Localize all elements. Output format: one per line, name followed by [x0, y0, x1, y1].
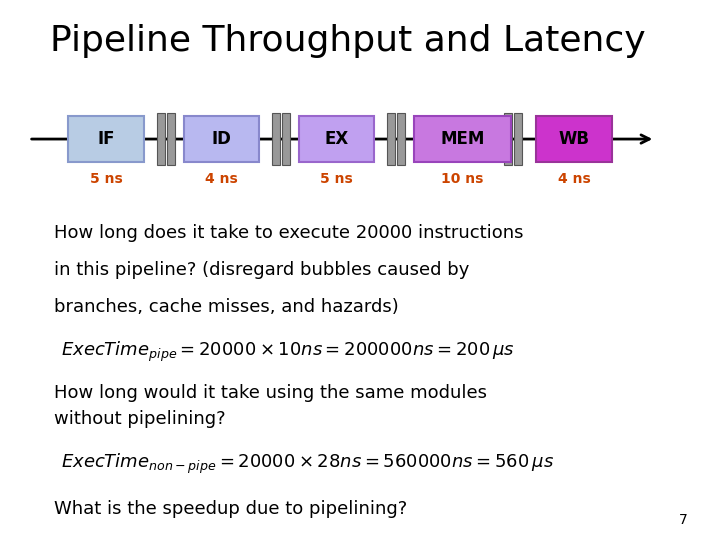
Bar — [299, 116, 374, 162]
Text: 10 ns: 10 ns — [441, 172, 484, 186]
Text: branches, cache misses, and hazards): branches, cache misses, and hazards) — [54, 298, 399, 315]
Bar — [414, 116, 511, 162]
Bar — [167, 113, 175, 165]
Text: How long does it take to execute 20000 instructions: How long does it take to execute 20000 i… — [54, 224, 523, 242]
Bar — [387, 113, 395, 165]
Bar — [397, 113, 405, 165]
Text: ID: ID — [212, 130, 231, 148]
Text: How long would it take using the same modules: How long would it take using the same mo… — [54, 384, 487, 402]
Bar — [184, 116, 259, 162]
Bar — [282, 113, 290, 165]
Text: WB: WB — [559, 130, 590, 148]
Text: EX: EX — [325, 130, 348, 148]
Text: IF: IF — [97, 130, 115, 148]
Text: What is the speedup due to pipelining?: What is the speedup due to pipelining? — [54, 500, 408, 517]
Text: $\mathit{ExecTime}_{\mathit{pipe}} = 20000 \times 10ns = 200000ns = 200\,\mu s$: $\mathit{ExecTime}_{\mathit{pipe}} = 200… — [61, 340, 515, 364]
Bar — [272, 113, 280, 165]
Text: 7: 7 — [679, 512, 688, 526]
Text: $\mathit{ExecTime}_{\mathit{non-pipe}} = 20000 \times 28ns = 560000ns = 560\,\mu: $\mathit{ExecTime}_{\mathit{non-pipe}} =… — [61, 452, 554, 476]
Bar — [157, 113, 165, 165]
Text: 4 ns: 4 ns — [558, 172, 590, 186]
Text: in this pipeline? (disregard bubbles caused by: in this pipeline? (disregard bubbles cau… — [54, 261, 469, 279]
Text: Pipeline Throughput and Latency: Pipeline Throughput and Latency — [50, 24, 646, 58]
Text: MEM: MEM — [441, 130, 485, 148]
Text: 4 ns: 4 ns — [205, 172, 238, 186]
Text: 5 ns: 5 ns — [320, 172, 353, 186]
Bar — [68, 116, 144, 162]
Text: 5 ns: 5 ns — [90, 172, 122, 186]
Bar — [504, 113, 512, 165]
Bar — [514, 113, 522, 165]
Text: without pipelining?: without pipelining? — [54, 409, 225, 428]
Bar — [536, 116, 612, 162]
